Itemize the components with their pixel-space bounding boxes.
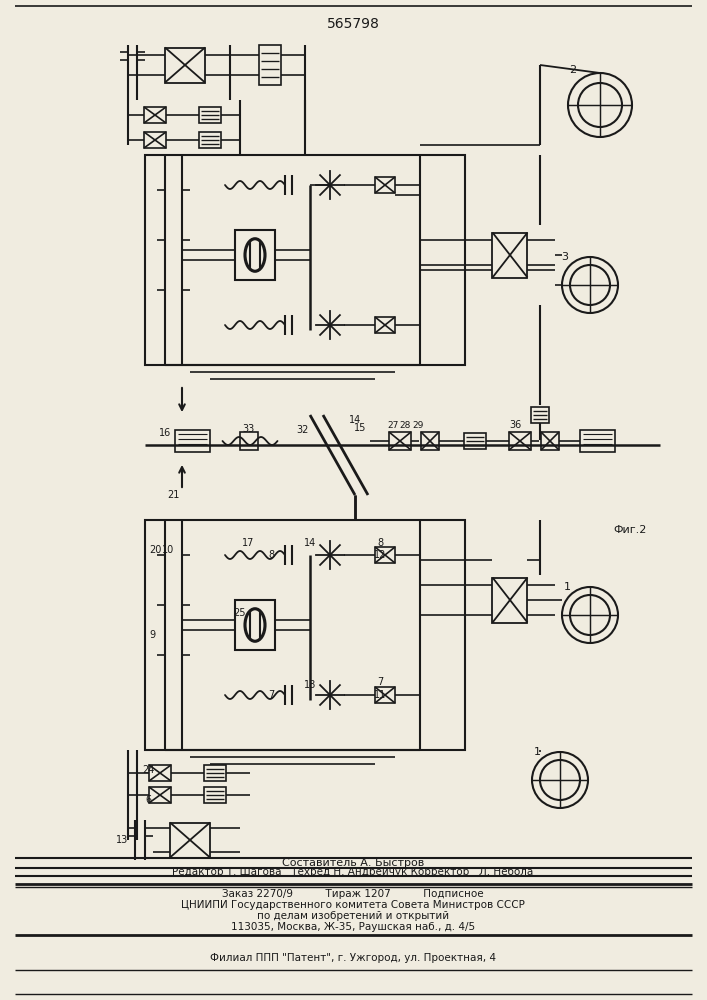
Bar [204, 765, 226, 781]
Bar [240, 432, 258, 450]
Text: 14: 14 [349, 415, 361, 425]
Text: 11: 11 [374, 690, 386, 700]
Text: 1: 1 [563, 582, 571, 592]
Text: 8: 8 [377, 538, 383, 548]
Bar [493, 578, 527, 622]
Bar [375, 687, 395, 703]
Text: 25: 25 [234, 608, 246, 618]
Text: 2: 2 [569, 65, 577, 75]
Text: ЦНИИПИ Государственного комитета Совета Министров СССР: ЦНИИПИ Государственного комитета Совета … [181, 900, 525, 910]
Circle shape [562, 257, 618, 313]
Circle shape [578, 83, 622, 127]
Bar [175, 430, 210, 452]
Circle shape [562, 587, 618, 643]
Text: 13: 13 [116, 835, 128, 845]
Text: 32: 32 [297, 425, 309, 435]
Text: Заказ 2270/9          Тираж 1207          Подписное: Заказ 2270/9 Тираж 1207 Подписное [222, 889, 484, 899]
Bar [464, 433, 486, 449]
Bar [235, 600, 275, 650]
Text: 1: 1 [534, 747, 540, 757]
Text: 113035, Москва, Ж-35, Раушская наб., д. 4/5: 113035, Москва, Ж-35, Раушская наб., д. … [231, 922, 475, 932]
Text: 14: 14 [304, 538, 316, 548]
Text: 27: 27 [387, 420, 399, 430]
Text: 6: 6 [145, 795, 151, 805]
Text: 21: 21 [167, 490, 179, 500]
Bar [259, 45, 281, 85]
Text: 10: 10 [162, 545, 174, 555]
Bar [421, 432, 439, 450]
Text: Филиал ППП "Патент", г. Ужгород, ул. Проектная, 4: Филиал ППП "Патент", г. Ужгород, ул. Про… [210, 953, 496, 963]
Bar [199, 132, 221, 148]
Bar [145, 520, 465, 750]
Circle shape [570, 265, 610, 305]
Text: 33: 33 [242, 424, 254, 434]
Text: 28: 28 [399, 420, 411, 430]
Text: 7: 7 [268, 690, 274, 700]
Bar [541, 432, 559, 450]
Circle shape [540, 760, 580, 800]
Text: 18: 18 [304, 680, 316, 690]
Bar [199, 107, 221, 123]
Bar [144, 132, 166, 148]
Bar [235, 230, 275, 280]
Text: Редактор Т. Шагова   Техред Н. Андрейчук Корректор   Л. Небола: Редактор Т. Шагова Техред Н. Андрейчук К… [173, 867, 534, 877]
Text: 24: 24 [142, 765, 154, 775]
Text: 36: 36 [509, 420, 521, 430]
Text: 29: 29 [412, 420, 423, 430]
Text: Фиг.2: Фиг.2 [613, 525, 647, 535]
Bar [144, 107, 166, 123]
Text: 565798: 565798 [327, 17, 380, 31]
Text: 9: 9 [149, 630, 155, 640]
Bar [580, 430, 615, 452]
Text: 20: 20 [148, 545, 161, 555]
Bar [204, 787, 226, 803]
Circle shape [568, 73, 632, 137]
Bar [165, 47, 205, 83]
Bar [493, 232, 527, 277]
Bar [170, 822, 210, 857]
Text: Составитель А. Быстров: Составитель А. Быстров [282, 858, 424, 868]
Circle shape [570, 595, 610, 635]
Circle shape [532, 752, 588, 808]
Bar [149, 765, 171, 781]
Bar [375, 317, 395, 333]
Text: 3: 3 [561, 252, 568, 262]
Bar [389, 432, 411, 450]
Text: 16: 16 [159, 428, 171, 438]
Text: 12: 12 [374, 550, 386, 560]
Bar [375, 547, 395, 563]
Ellipse shape [245, 239, 265, 271]
Bar [145, 155, 465, 365]
Text: 15: 15 [354, 423, 366, 433]
Ellipse shape [245, 609, 265, 641]
Text: 17: 17 [242, 538, 255, 548]
Bar [531, 407, 549, 423]
Text: 8: 8 [268, 550, 274, 560]
Bar [509, 432, 531, 450]
Bar [375, 177, 395, 193]
Bar [149, 787, 171, 803]
Text: по делам изобретений и открытий: по делам изобретений и открытий [257, 911, 449, 921]
Text: 7: 7 [377, 677, 383, 687]
